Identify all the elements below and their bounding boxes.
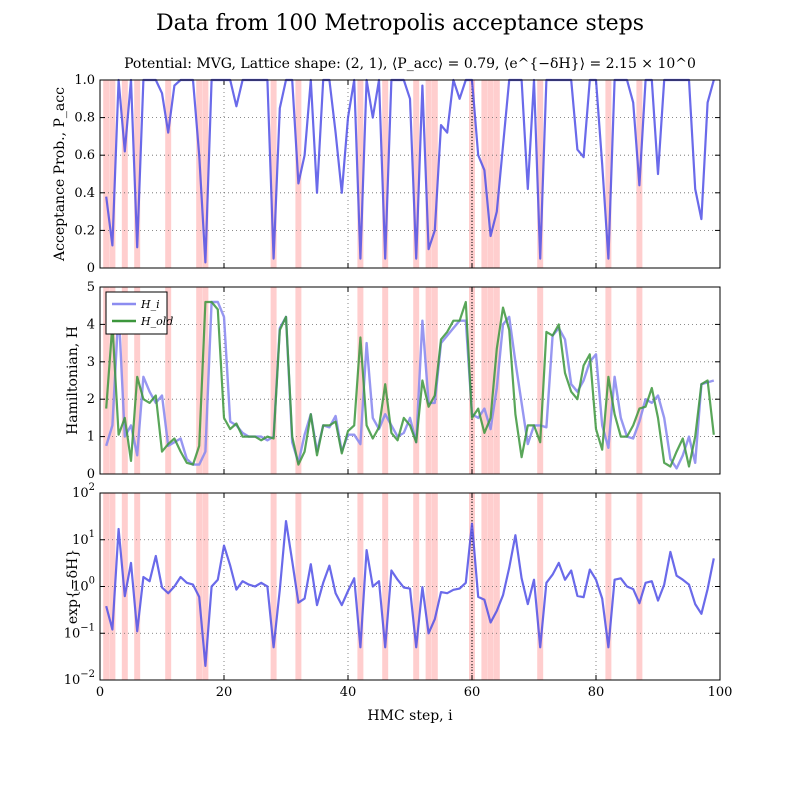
x-tick-label: 40 [340, 685, 357, 700]
rejected-step-band [357, 80, 364, 268]
rejected-step-band [382, 287, 389, 474]
rejected-step-band [357, 287, 364, 474]
x-axis-label: HMC step, i [367, 708, 453, 724]
x-tick-label: 0 [96, 685, 104, 700]
rejected-step-band [134, 80, 141, 268]
rejected-step-band [202, 287, 209, 474]
rejected-step-band [487, 493, 494, 680]
rejected-step-band [605, 80, 612, 268]
rejected-step-band [295, 493, 302, 680]
x-tick-label: 60 [464, 685, 481, 700]
chart-subtitle: Potential: MVG, Lattice shape: (2, 1), ⟨… [124, 56, 696, 72]
rejected-step-band [537, 80, 544, 268]
rejected-step-band [636, 493, 643, 680]
panel-1: 0 0.2 0.4 0.6 0.8 1.0 Acceptance Prob., P_acc [52, 73, 721, 276]
rejected-step-band [425, 287, 432, 474]
rejected-step-band [487, 287, 494, 474]
rejected-step-band [165, 80, 172, 268]
rejected-step-band [537, 287, 544, 474]
rejected-step-band [103, 80, 110, 268]
y-tick-label: 5 [87, 280, 95, 295]
y-tick-label: 10−2 [64, 669, 95, 688]
legend: H_i H_old [105, 291, 173, 335]
rejected-step-band [103, 493, 110, 680]
series-line-h-old [105, 300, 715, 468]
rejected-step-band [270, 493, 277, 680]
y-axis-label: Hamiltonian, H [65, 326, 81, 435]
rejected-step-band [413, 287, 420, 474]
rejected-step-band [425, 80, 432, 268]
y-tick-label: 0 [87, 261, 95, 276]
x-tick-label: 80 [588, 685, 605, 700]
rejected-step-band [270, 287, 277, 474]
y-tick-label: 102 [72, 482, 95, 501]
y-axis-label: exp{−δH} [65, 549, 81, 624]
rejected-step-band [295, 287, 302, 474]
y-tick-label: 101 [72, 529, 95, 548]
y-tick-label: 4 [87, 317, 95, 332]
rejected-step-band [121, 287, 128, 474]
rejected-step-band [481, 287, 488, 474]
rejected-step-band [431, 80, 438, 268]
series-line-exp-dh- [105, 519, 715, 668]
rejected-step-band [431, 287, 438, 474]
y-tick-label: 0.2 [74, 223, 95, 238]
x-tick-label: 100 [708, 685, 733, 700]
series-line-p-acc [105, 78, 715, 264]
rejected-step-band [202, 80, 209, 268]
rejected-step-band [431, 493, 438, 680]
chart-title: Data from 100 Metropolis acceptance step… [156, 11, 644, 36]
rejected-step-band [196, 287, 203, 474]
y-tick-label: 1.0 [74, 73, 95, 88]
rejected-step-band [413, 80, 420, 268]
rejected-step-band [109, 80, 116, 268]
rejected-step-band [382, 80, 389, 268]
rejected-step-band [109, 287, 116, 474]
y-tick-label: 0.6 [74, 148, 95, 163]
legend-label: H_i [140, 298, 160, 311]
rejected-step-band [121, 80, 128, 268]
panel-frame [99, 79, 721, 269]
rejected-step-band [202, 493, 209, 680]
rejected-step-band [636, 287, 643, 474]
legend-box [105, 291, 168, 335]
rejected-step-band [103, 287, 110, 474]
y-tick-label: 0.4 [74, 186, 95, 201]
panel-2: 0 1 2 3 4 5 Hamiltonian, H H_i H_old [65, 280, 721, 482]
legend-label: H_old [140, 315, 173, 328]
panel-frame [99, 492, 721, 681]
panel-frame [99, 286, 721, 475]
y-tick-label: 0.8 [74, 111, 95, 126]
x-tick-label: 20 [216, 685, 233, 700]
rejected-step-band [134, 493, 141, 680]
y-tick-label: 2 [87, 392, 95, 407]
rejected-step-band [487, 80, 494, 268]
y-tick-label: 1 [87, 430, 95, 445]
rejected-step-band [165, 287, 172, 474]
rejected-step-band [270, 80, 277, 268]
rejected-step-band [493, 80, 500, 268]
y-axis-label: Acceptance Prob., P_acc [52, 87, 68, 262]
rejected-step-band [196, 493, 203, 680]
y-tick-label: 0 [87, 467, 95, 482]
rejected-step-band [382, 493, 389, 680]
y-tick-label: 3 [87, 355, 95, 370]
